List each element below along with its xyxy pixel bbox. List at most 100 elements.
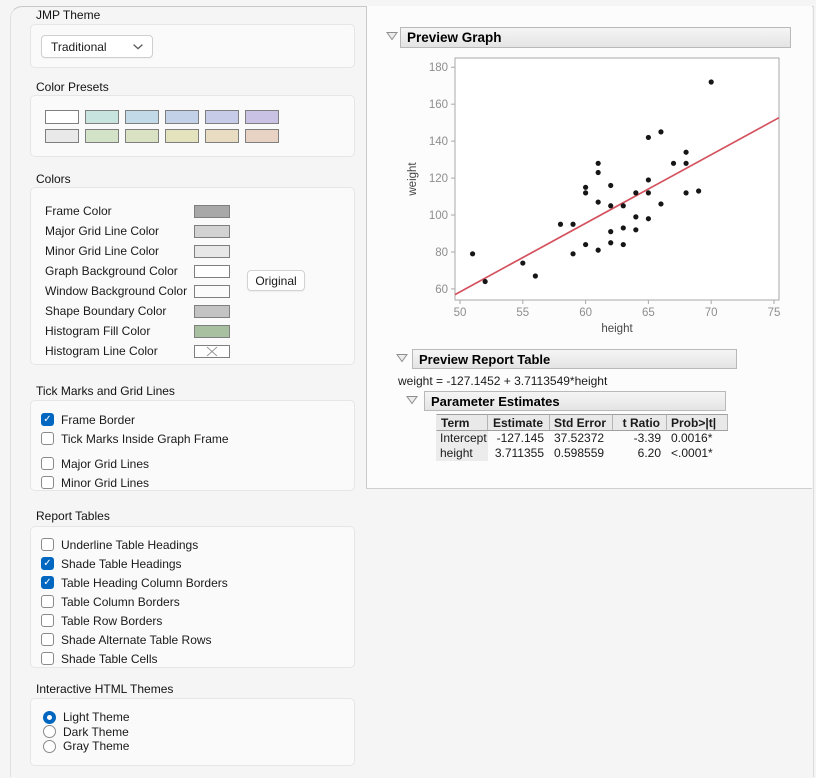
color-setting-row: Histogram Fill Color: [31, 321, 354, 341]
color-swatch[interactable]: [194, 284, 230, 298]
parameter-estimates-header[interactable]: Parameter Estimates: [424, 391, 726, 411]
disclosure-triangle-icon[interactable]: [396, 353, 408, 363]
color-setting-row: Frame Color: [31, 201, 354, 221]
checkbox-row: ✓ Shade Table Headings: [41, 554, 354, 573]
radio-button[interactable]: [43, 710, 56, 724]
checkbox[interactable]: [41, 432, 54, 445]
checkbox-row: ✓ Frame Border: [41, 410, 354, 429]
color-swatch[interactable]: [194, 264, 230, 278]
no-color-x-icon: [206, 346, 218, 356]
color-swatch[interactable]: [194, 244, 230, 258]
checkbox[interactable]: ✓: [41, 557, 54, 570]
color-setting-row: Window Background Color: [31, 281, 354, 301]
color-swatch[interactable]: [194, 224, 230, 238]
preview-graph-header[interactable]: Preview Graph: [400, 27, 791, 48]
scatter-point: [645, 134, 651, 141]
color-swatch[interactable]: [194, 324, 230, 338]
radio-button[interactable]: [43, 739, 56, 753]
scatter-point: [633, 227, 639, 233]
color-setting-label: Frame Color: [45, 204, 112, 218]
scatter-point: [658, 129, 664, 135]
color-preset-swatch[interactable]: [245, 110, 279, 124]
color-preset-swatch[interactable]: [165, 129, 199, 143]
checkbox-label: Underline Table Headings: [61, 537, 199, 552]
color-preset-swatch[interactable]: [85, 129, 119, 143]
scatter-point: [570, 251, 576, 257]
checkbox[interactable]: [41, 457, 54, 470]
scatter-point: [608, 240, 614, 246]
color-preset-swatch[interactable]: [205, 129, 239, 143]
color-settings-list: Frame Color Major Grid Line Color Minor Gr…: [31, 188, 354, 361]
color-swatch[interactable]: [194, 304, 230, 318]
checkbox[interactable]: [41, 652, 54, 665]
color-setting-label: Minor Grid Line Color: [45, 244, 160, 258]
checkbox[interactable]: [41, 538, 54, 551]
checkbox[interactable]: ✓: [41, 576, 54, 589]
color-preset-swatch[interactable]: [45, 110, 79, 124]
color-preset-swatch[interactable]: [85, 110, 119, 124]
checkbox-label: Tick Marks Inside Graph Frame: [61, 431, 229, 446]
color-preset-swatch[interactable]: [165, 110, 199, 124]
scatter-point: [683, 190, 689, 196]
report-tables-section-label: Report Tables: [36, 509, 110, 523]
scatter-point: [658, 201, 664, 207]
radio-row: Gray Theme: [31, 739, 354, 754]
color-swatch[interactable]: [194, 204, 230, 218]
table-cell: 3.711355: [494, 446, 544, 460]
y-tick-label: 140: [429, 136, 448, 148]
scatter-point: [583, 190, 589, 196]
color-setting-label: Graph Background Color: [45, 264, 178, 278]
color-setting-label: Shape Boundary Color: [45, 304, 167, 318]
color-preset-swatch[interactable]: [125, 110, 159, 124]
scatter-point: [595, 160, 601, 166]
table-cell: <.0001*: [671, 446, 713, 460]
disclosure-triangle-icon[interactable]: [406, 395, 418, 405]
checkbox-label: Shade Alternate Table Rows: [61, 632, 212, 647]
checkbox-row: Table Column Borders: [41, 592, 354, 611]
checkbox-row: Shade Table Cells: [41, 649, 354, 668]
parameter-estimates-table: Term Estimate Std Error t Ratio Prob>|t| Inte…: [436, 414, 728, 461]
original-button[interactable]: Original: [247, 270, 305, 291]
scatter-point: [570, 221, 576, 227]
table-cell: 0.598559: [554, 446, 605, 460]
preview-report-table-header[interactable]: Preview Report Table: [412, 349, 737, 369]
color-preset-swatch[interactable]: [245, 129, 279, 143]
x-tick-label: 60: [579, 307, 592, 319]
color-preset-swatch[interactable]: [45, 129, 79, 143]
preview-scatter-plot: 60 80 100 120 140 160 180 50 55 60 65 70 75 height wei…: [407, 57, 781, 335]
x-tick-label: 75: [768, 307, 781, 319]
table-cell: 6.20: [637, 446, 661, 460]
table-column-header: Prob>|t|: [667, 414, 728, 431]
disclosure-triangle-icon[interactable]: [386, 31, 398, 41]
checkbox[interactable]: [41, 595, 54, 608]
checkbox[interactable]: [41, 476, 54, 489]
radio-button[interactable]: [43, 725, 56, 739]
table-column-header: Estimate: [488, 414, 550, 431]
checkbox-row: Tick Marks Inside Graph Frame: [41, 429, 354, 448]
scatter-point: [645, 177, 651, 183]
scatter-point: [608, 203, 614, 209]
checkbox-label: Major Grid Lines: [61, 456, 150, 471]
scatter-point: [532, 273, 538, 279]
checkbox[interactable]: [41, 633, 54, 646]
tab-pane-right-border: [813, 6, 814, 777]
tick-marks-groupbox: ✓ Frame Border Tick Marks Inside Graph Fra…: [30, 400, 355, 491]
color-preset-swatch[interactable]: [205, 110, 239, 124]
y-tick-label: 160: [429, 99, 448, 111]
scatter-point: [595, 199, 601, 205]
checkbox[interactable]: [41, 614, 54, 627]
scatter-point: [683, 160, 689, 166]
jmp-theme-dropdown[interactable]: Traditional: [41, 35, 153, 58]
color-setting-row: Histogram Line Color: [31, 341, 354, 361]
x-tick-label: 65: [642, 307, 655, 319]
radio-label: Dark Theme: [63, 724, 129, 739]
y-tick-label: 100: [429, 210, 448, 222]
color-swatch[interactable]: [194, 344, 230, 358]
table-cell: height: [436, 446, 488, 461]
scatter-point: [583, 241, 589, 248]
html-themes-groupbox: Light Theme Dark Theme Gray Theme: [30, 698, 355, 766]
radio-label: Gray Theme: [63, 739, 130, 754]
checkbox[interactable]: ✓: [41, 413, 54, 426]
color-preset-swatch[interactable]: [125, 129, 159, 143]
scatter-point: [633, 214, 639, 220]
